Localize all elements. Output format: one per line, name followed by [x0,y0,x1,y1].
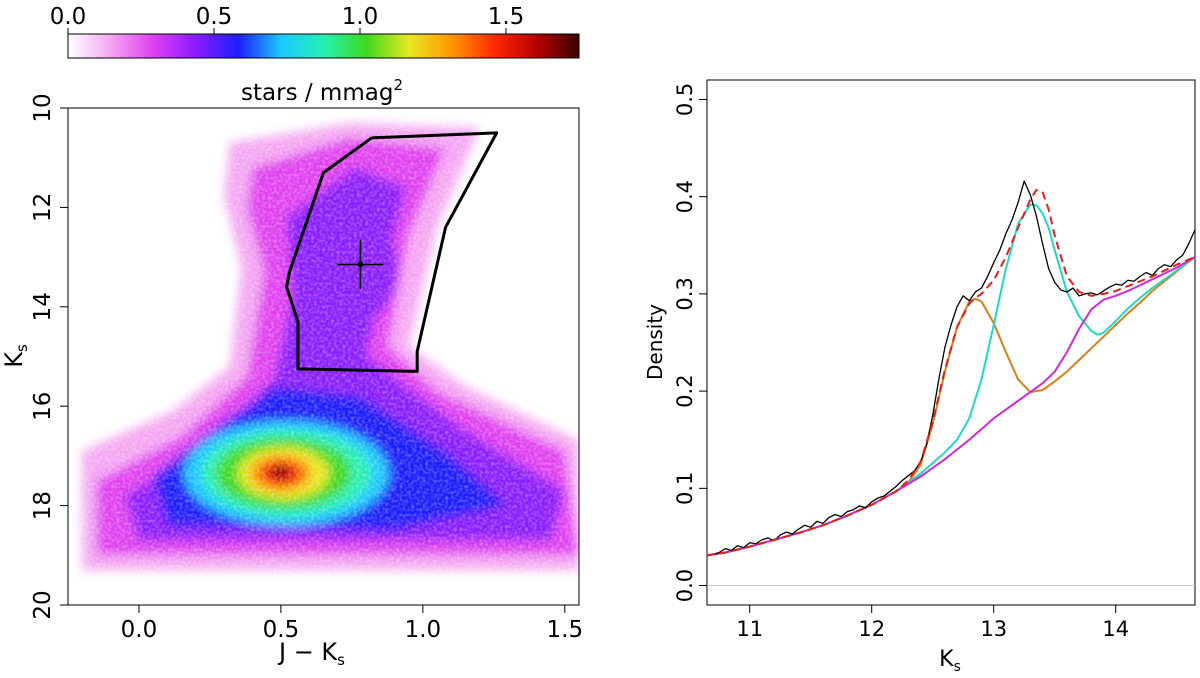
cmd-y-tick-label: 14 [30,292,56,321]
lf-x-tick-label: 12 [858,617,885,641]
component-curve-magenta [707,256,1195,557]
lf-plot-frame [706,79,1196,606]
lf-x-tick-label: 11 [736,617,763,641]
lf-x-tick-label: 13 [980,617,1007,641]
cmd-plot-frame [67,107,580,606]
cmd-x-tick-label: 1.5 [547,617,584,643]
lf-x-axis: 11 12 13 14 [736,605,1129,641]
cmd-x-axis: 0.0 0.5 1.0 1.5 [121,605,583,643]
red-clump-marker [337,239,384,290]
cmd-x-tick-label: 1.0 [405,617,442,643]
lf-y-tick-label: 0.3 [673,277,697,310]
cmd-density-map [68,108,579,605]
lf-y-tick-label: 0.2 [673,374,697,407]
cmd-y-tick-label: 10 [30,93,56,122]
total-fit-curve [707,188,1195,557]
cmd-x-tick-label: 0.0 [121,617,158,643]
lf-x-tick-label: 14 [1102,617,1129,641]
cmd-y-tick-label: 12 [30,193,56,222]
colorbar-tick-label: 1.0 [342,4,379,30]
cmd-x-tick-label: 0.5 [263,617,300,643]
lf-y-axis: 0.0 0.1 0.2 0.3 0.4 0.5 [673,83,707,602]
colorbar-tick-label: 0.5 [196,4,233,30]
lf-series [707,180,1195,557]
lf-x-label: Ks [939,647,961,675]
observed-density-curve [707,180,1195,557]
cmd-y-axis: 10 12 14 16 18 20 [30,93,68,620]
component-curve-cyan [707,203,1195,557]
cmd-y-tick-label: 16 [30,392,56,421]
cmd-y-tick-label: 18 [30,491,56,520]
cmd-y-label: Ks [0,344,31,368]
cmd-y-tick-label: 20 [30,590,56,619]
density-noise [68,108,579,605]
selection-box [285,131,499,373]
cmd-panel: 0.0 0.5 1.0 1.5 10 12 14 16 18 20 J − Ks Ks [0,93,583,669]
colorbar-tick-label: 0.0 [50,4,87,30]
lf-y-tick-label: 0.0 [673,569,697,602]
lf-panel: 11 12 13 14 0.0 0.1 0.2 0.3 0.4 0.5 Ks Density [643,79,1196,675]
colorbar-ticks: 0.0 0.5 1.0 1.5 [50,4,525,34]
colorbar-tick-label: 1.5 [488,4,525,30]
marker-point [357,261,364,268]
lf-y-label: Density [643,304,667,380]
lf-y-tick-label: 0.4 [673,180,697,213]
cmd-x-label: J − Ks [277,638,345,669]
lf-y-tick-label: 0.1 [673,472,697,505]
lf-y-tick-label: 0.5 [673,83,697,116]
colorbar-label: stars / mmag2 [241,76,403,106]
colorbar-bar [67,33,580,59]
component-curve-orange [707,256,1195,557]
colorbar: 0.0 0.5 1.0 1.5 stars / mmag2 [50,4,580,106]
